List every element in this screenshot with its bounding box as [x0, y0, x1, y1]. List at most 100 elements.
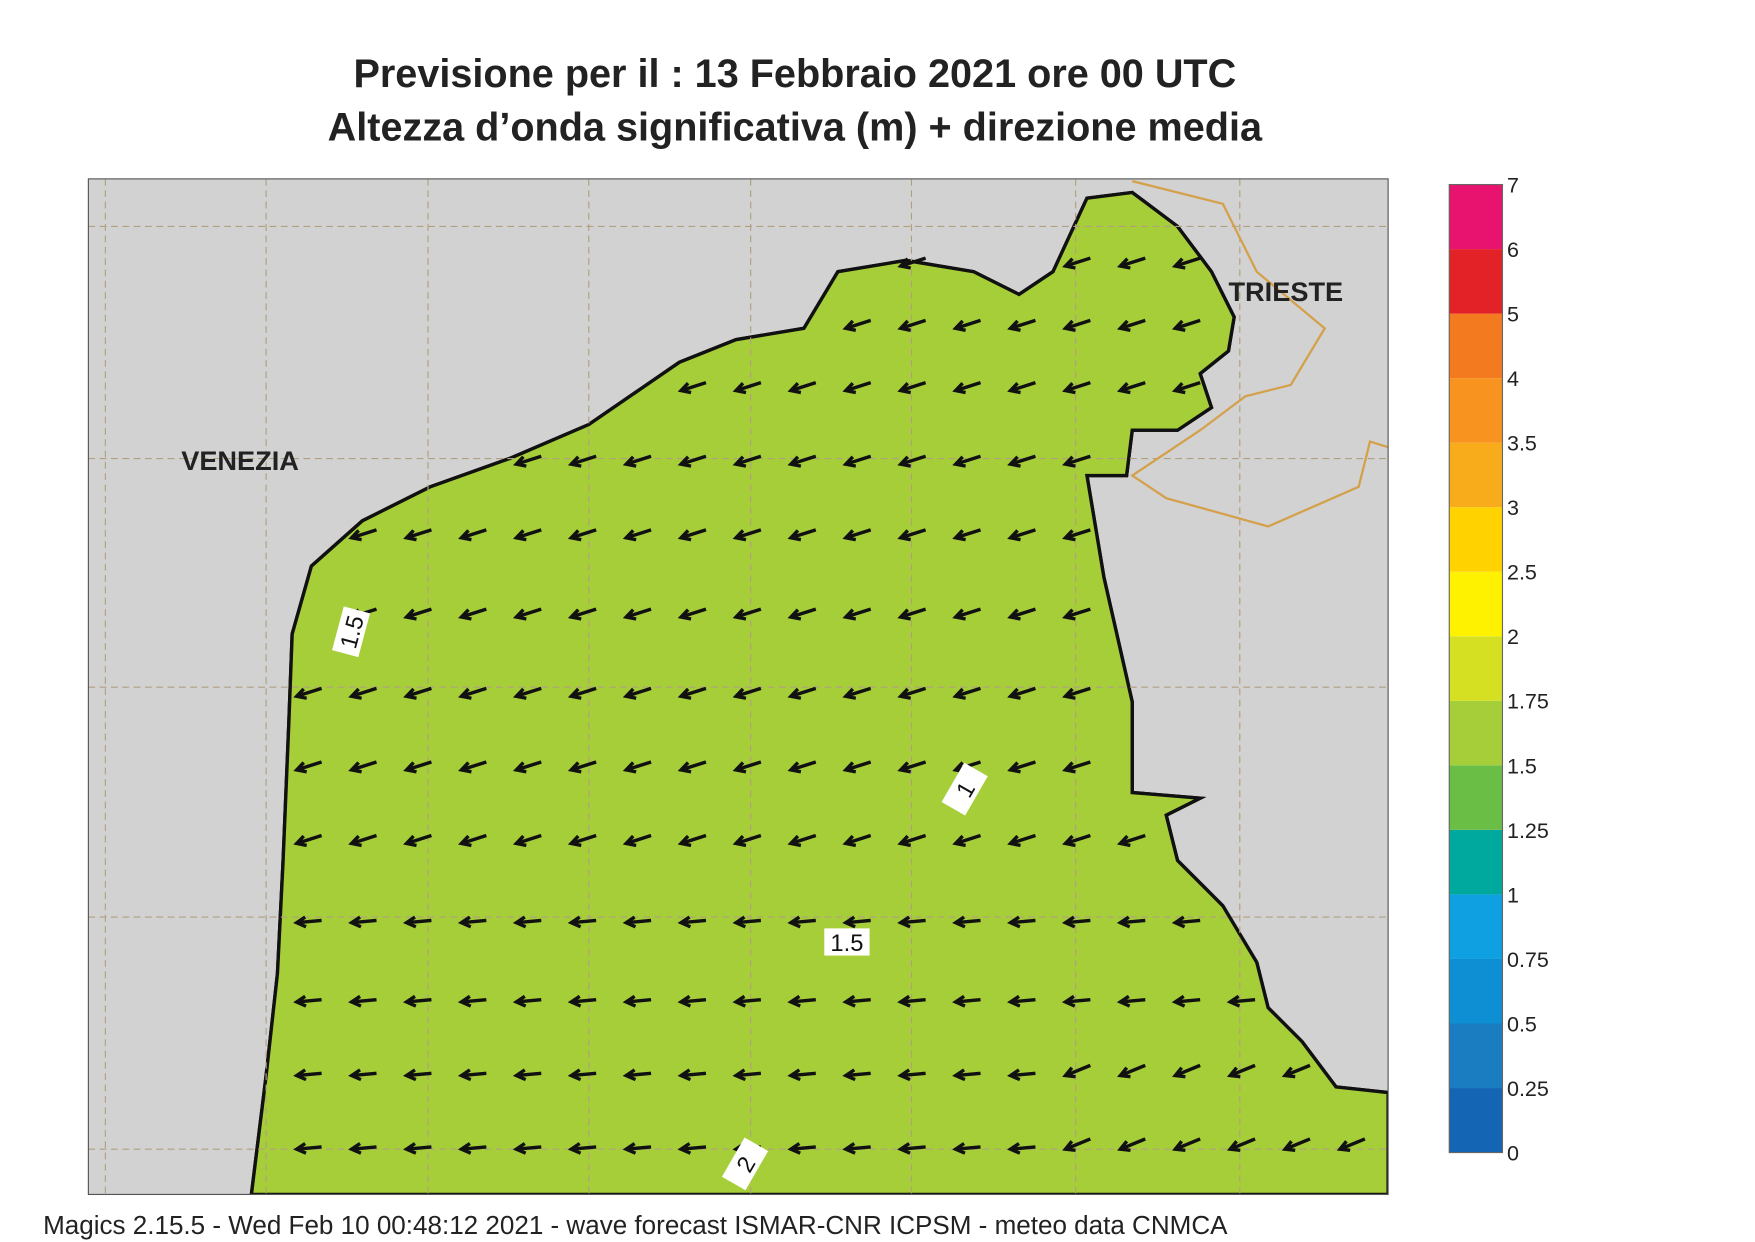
colorbar-band [1449, 249, 1503, 314]
arrow [897, 381, 927, 395]
arrow [1062, 1137, 1091, 1152]
arrow [567, 1068, 597, 1082]
arrow [897, 318, 927, 332]
map: VENEZIA TRIESTE 1.511.52 [88, 178, 1389, 1195]
border [1130, 180, 1389, 528]
arrow [622, 1068, 652, 1082]
colorbar-band [1449, 894, 1503, 959]
arrow [787, 915, 816, 929]
arrow [293, 760, 323, 774]
arrow [402, 1068, 432, 1082]
arrow [622, 1142, 652, 1155]
colorbar-band [1449, 829, 1503, 895]
arrow [897, 607, 927, 621]
arrow [897, 686, 927, 700]
contour-label-bg [721, 1137, 769, 1191]
arrow [1117, 1063, 1146, 1079]
wave-direction-arrows [293, 256, 1366, 1155]
arrow [1007, 528, 1036, 542]
colorbar-tick-label: 7 [1507, 173, 1519, 197]
arrow [1281, 1063, 1311, 1079]
arrow [457, 1068, 487, 1082]
arrow [293, 915, 322, 929]
colorbar-tick-label: 2 [1507, 625, 1519, 649]
arrow [402, 1142, 432, 1155]
arrow [787, 833, 817, 848]
contour-label-bg [941, 762, 988, 816]
arrow [897, 994, 926, 1008]
arrow [952, 686, 982, 700]
arrow [677, 760, 707, 774]
colorbar-band [1449, 1023, 1503, 1089]
arrow [1007, 833, 1036, 848]
arrow [403, 686, 432, 700]
contour-label-bg [824, 928, 870, 956]
arrow [1062, 760, 1091, 774]
colorbar-tick-label: 3 [1507, 496, 1519, 520]
arrow [348, 1068, 377, 1082]
arrow [897, 833, 927, 848]
arrow [787, 686, 817, 700]
arrow [348, 1142, 377, 1155]
footer: Magics 2.15.5 - Wed Feb 10 00:48:12 2021… [43, 1210, 1228, 1240]
graticule [88, 178, 1389, 1195]
arrow [732, 1068, 762, 1082]
colorbar-tick-label: 4 [1507, 367, 1519, 391]
arrow [732, 760, 762, 774]
arrow [403, 760, 432, 774]
arrow [897, 915, 926, 929]
arrow [1171, 915, 1201, 929]
arrow [293, 1068, 322, 1082]
arrow [952, 454, 982, 468]
arrow [1171, 994, 1201, 1008]
arrow [622, 607, 652, 621]
colorbar-tick-label: 0.25 [1507, 1077, 1549, 1101]
arrow [677, 915, 707, 929]
colorbar-band [1449, 700, 1503, 766]
arrow [1226, 994, 1256, 1008]
colorbar-band [1449, 571, 1503, 637]
title-line: Previsione per il : 13 Febbraio 2021 ore… [353, 52, 1236, 96]
arrow [732, 607, 762, 621]
arrow [952, 1068, 981, 1082]
arrow [1062, 256, 1091, 270]
arrow [458, 607, 487, 621]
arrow [622, 915, 652, 929]
arrow [622, 760, 652, 774]
arrow [512, 454, 542, 468]
arrow [622, 686, 652, 700]
arrow [512, 607, 542, 621]
arrow [952, 607, 982, 621]
arrow [677, 833, 707, 848]
arrow [842, 915, 871, 929]
arrow [348, 760, 378, 774]
arrow [1007, 381, 1036, 395]
contour-label-text: 1.5 [830, 930, 863, 957]
arrow [567, 760, 597, 774]
arrow [457, 915, 487, 929]
arrow [622, 833, 652, 848]
map-frame [87, 178, 1389, 1196]
arrow [1171, 1137, 1201, 1152]
colorbar-band [1449, 958, 1503, 1024]
arrow [402, 915, 432, 929]
arrow [897, 1068, 926, 1082]
arrow [1007, 686, 1036, 700]
arrow [952, 833, 982, 848]
arrow [1007, 607, 1036, 621]
title-line: Altezza d’onda significativa (m) + direz… [328, 105, 1263, 149]
colorbar-tick-label: 2.5 [1507, 561, 1537, 585]
colorbar-band [1449, 442, 1503, 508]
arrow [1062, 318, 1091, 332]
arrow [1061, 915, 1091, 929]
arrow [567, 686, 597, 700]
colorbar-band [1449, 184, 1503, 250]
arrow [567, 915, 597, 929]
arrow [293, 1142, 322, 1155]
arrow [842, 381, 872, 395]
arrow [457, 1142, 487, 1155]
contour-labels: 1.511.52 [332, 606, 988, 1191]
arrow [952, 915, 981, 929]
